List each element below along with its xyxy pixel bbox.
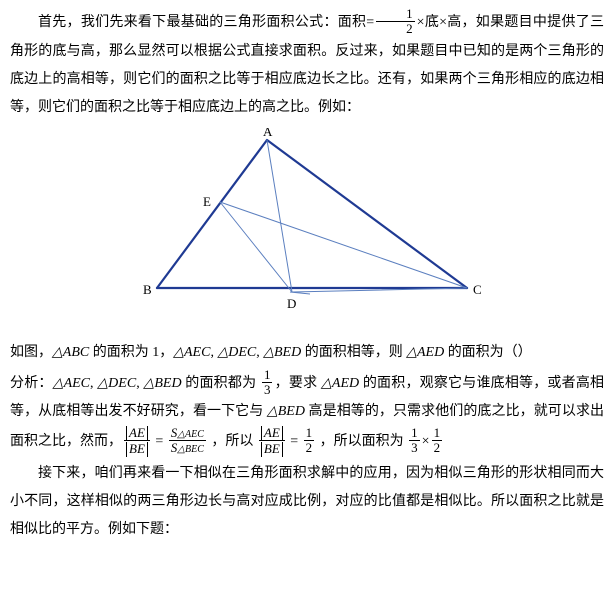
triangle-svg: A B C D E <box>117 128 497 318</box>
ratio-ae-be: AEBE <box>124 425 150 456</box>
paragraph-next: 接下来，咱们再来看一下相似在三角形面积求解中的应用，因为相似三角形的形状相同而大… <box>10 460 604 544</box>
svg-text:E: E <box>203 194 211 209</box>
svg-text:B: B <box>143 282 152 297</box>
svg-text:D: D <box>287 296 296 311</box>
fraction-half: 12 <box>376 7 415 37</box>
svg-text:C: C <box>473 282 482 297</box>
question-line: 如图，△ABC 的面积为 1，△AEC, △DEC, △BED 的面积相等，则 … <box>10 339 604 367</box>
ratio-ae-be-2: AEBE <box>259 425 285 456</box>
figure-triangle: A B C D E <box>10 128 604 329</box>
fraction-third-2: 13 <box>409 426 420 456</box>
paragraph-intro: 首先，我们先来看下最基础的三角形面积公式：面积=12×底×高，如果题目中提供了三… <box>10 8 604 122</box>
fraction-half-2: 12 <box>304 426 315 456</box>
svg-text:A: A <box>263 128 273 139</box>
fraction-third: 13 <box>262 368 273 398</box>
text: 首先，我们先来看下最基础的三角形面积公式：面积= <box>38 15 374 30</box>
analysis-line: 分析：△AEC, △DEC, △BED 的面积都为 13，要求 △AED 的面积… <box>10 369 604 458</box>
ratio-s: S△AECS△BEC <box>169 426 206 456</box>
fraction-half-3: 12 <box>432 426 443 456</box>
